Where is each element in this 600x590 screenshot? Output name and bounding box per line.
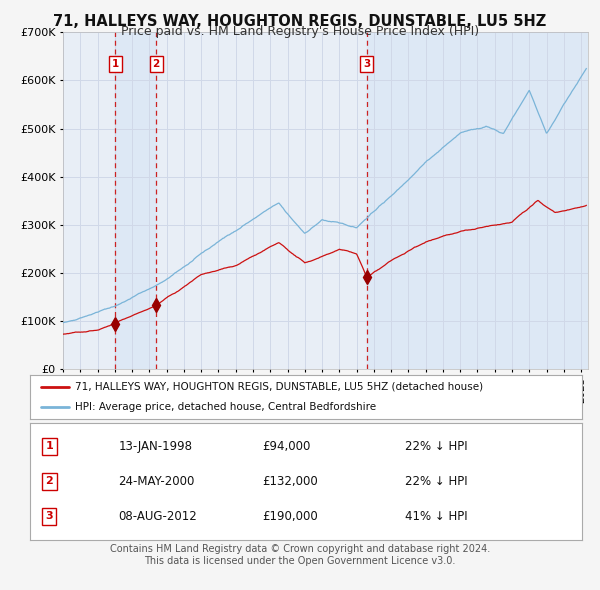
Text: 71, HALLEYS WAY, HOUGHTON REGIS, DUNSTABLE, LU5 5HZ: 71, HALLEYS WAY, HOUGHTON REGIS, DUNSTAB… [53, 14, 547, 28]
Bar [367, 32, 588, 369]
Text: 13-JAN-1998: 13-JAN-1998 [118, 440, 193, 453]
Text: 3: 3 [364, 60, 371, 70]
Text: £132,000: £132,000 [262, 475, 317, 488]
Text: 1: 1 [46, 441, 53, 451]
Bar [115, 32, 156, 369]
Text: HPI: Average price, detached house, Central Bedfordshire: HPI: Average price, detached house, Cent… [75, 402, 376, 412]
Text: £94,000: £94,000 [262, 440, 310, 453]
Text: 3: 3 [46, 512, 53, 522]
Text: 2: 2 [46, 477, 53, 486]
Text: 2: 2 [152, 60, 160, 70]
Text: 22% ↓ HPI: 22% ↓ HPI [406, 475, 468, 488]
Text: Contains HM Land Registry data © Crown copyright and database right 2024.: Contains HM Land Registry data © Crown c… [110, 544, 490, 554]
Text: 41% ↓ HPI: 41% ↓ HPI [406, 510, 468, 523]
Text: This data is licensed under the Open Government Licence v3.0.: This data is licensed under the Open Gov… [145, 556, 455, 566]
Text: £190,000: £190,000 [262, 510, 317, 523]
Text: Price paid vs. HM Land Registry's House Price Index (HPI): Price paid vs. HM Land Registry's House … [121, 25, 479, 38]
Text: 08-AUG-2012: 08-AUG-2012 [118, 510, 197, 523]
Text: 1: 1 [112, 60, 119, 70]
Text: 24-MAY-2000: 24-MAY-2000 [118, 475, 194, 488]
Text: 22% ↓ HPI: 22% ↓ HPI [406, 440, 468, 453]
Text: 71, HALLEYS WAY, HOUGHTON REGIS, DUNSTABLE, LU5 5HZ (detached house): 71, HALLEYS WAY, HOUGHTON REGIS, DUNSTAB… [75, 382, 484, 392]
